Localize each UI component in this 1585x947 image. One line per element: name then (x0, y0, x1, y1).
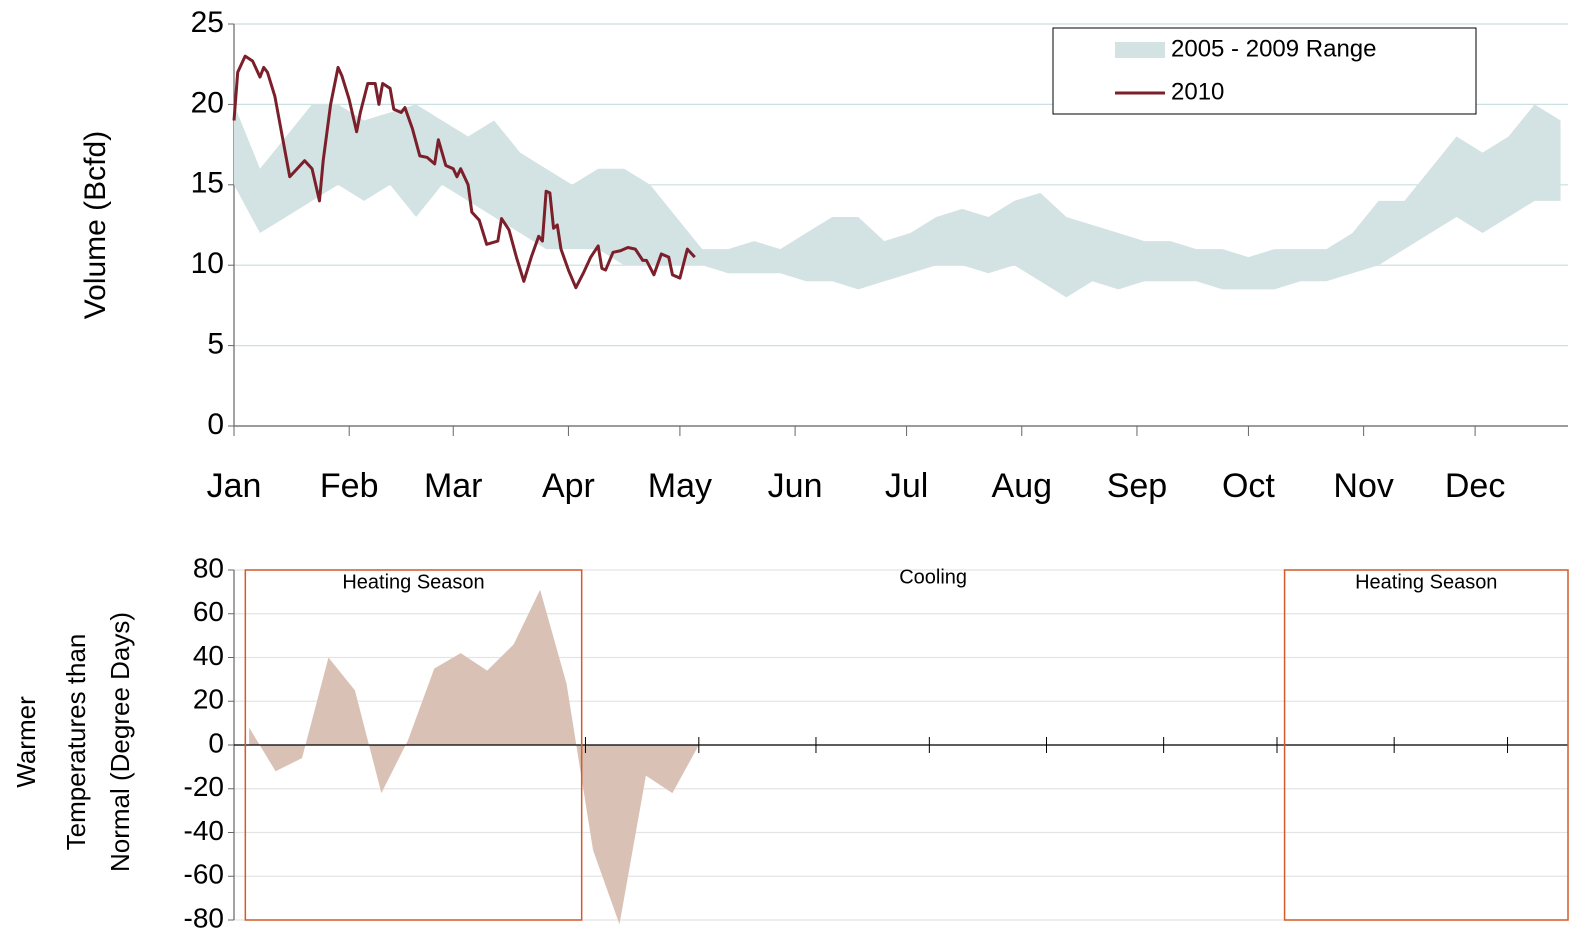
x-tick-label: Jul (885, 467, 928, 505)
x-tick-label: Apr (542, 467, 595, 505)
season-box (244, 569, 583, 921)
x-tick-label: Jun (768, 467, 823, 505)
y-axis-title: Temperatures than (61, 634, 91, 851)
x-tick-label: Nov (1333, 467, 1393, 505)
area (249, 589, 699, 925)
x-tick-label: Sep (1107, 467, 1168, 505)
y-axis-title: Normal (Degree Days) (105, 612, 135, 872)
y-tick-label: 80 (193, 552, 224, 583)
y-tick-label: 20 (193, 684, 224, 715)
x-tick-label: Oct (1222, 467, 1275, 505)
x-tick-label: Aug (992, 467, 1053, 505)
x-tick-label: Feb (320, 467, 379, 505)
y-axis-title: Warmer (11, 696, 41, 788)
season-label: Heating Season (342, 571, 484, 593)
season-label: Heating Season (1355, 571, 1497, 593)
legend-swatch (1115, 42, 1165, 58)
y-tick-label: -80 (184, 902, 224, 933)
y-tick-label: 0 (207, 408, 224, 441)
y-tick-label: 0 (208, 727, 224, 758)
y-tick-label: 10 (191, 247, 224, 280)
y-tick-label: -20 (184, 771, 224, 802)
legend-label: 2010 (1171, 78, 1224, 105)
y-axis-title: Volume (Bcfd) (79, 131, 112, 319)
y-tick-label: 25 (191, 6, 224, 39)
range-area (234, 104, 1561, 298)
y-tick-label: 15 (191, 167, 224, 200)
y-tick-label: -60 (184, 859, 224, 890)
y-tick-label: -40 (184, 815, 224, 846)
x-tick-label: May (648, 467, 712, 505)
x-tick-label: Dec (1445, 467, 1505, 505)
y-tick-label: 5 (207, 328, 224, 361)
season-box (1283, 569, 1569, 921)
season-label: Cooling (899, 566, 967, 588)
line (232, 54, 696, 290)
y-tick-label: 60 (193, 596, 224, 627)
x-tick-label: Jan (207, 467, 262, 505)
y-tick-label: 40 (193, 640, 224, 671)
legend-label: 2005 - 2009 Range (1171, 35, 1377, 62)
y-tick-label: 20 (191, 86, 224, 119)
x-tick-label: Mar (424, 467, 483, 505)
